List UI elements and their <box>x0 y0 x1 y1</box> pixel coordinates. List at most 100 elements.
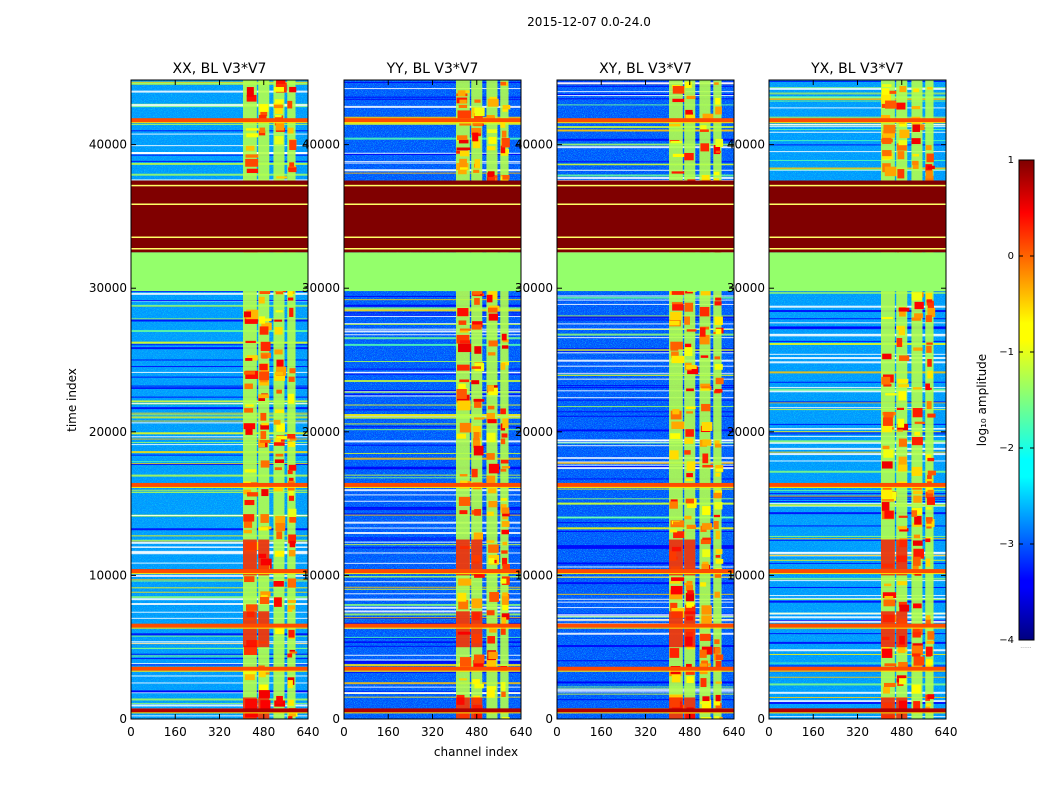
heatmap-row-stripe <box>131 550 308 553</box>
column-blob <box>685 478 694 481</box>
heatmap-row-stripe <box>769 357 946 360</box>
heatmap-row-stripe <box>131 416 308 419</box>
column-blob <box>881 498 894 502</box>
y-tick-label: 10000 <box>727 568 765 582</box>
heatmap-row-stripe <box>557 333 734 336</box>
column-blob <box>913 534 921 539</box>
column-blob <box>473 445 484 456</box>
panel-2: XY, BL V3*V7 0 160 320 480 640 0 10000 20000 3000… <box>515 61 746 739</box>
column-blob <box>881 376 891 385</box>
column-blob <box>273 485 283 492</box>
heatmap-row-stripe <box>557 562 734 565</box>
heatmap-row-stripe <box>769 620 946 623</box>
column-blob <box>500 498 508 501</box>
heatmap-row-stripe <box>769 649 946 652</box>
heatmap-row-stripe <box>769 318 946 320</box>
heatmap-row-stripe <box>344 532 521 535</box>
column-blob <box>685 406 696 409</box>
heatmap-row-stripe <box>769 140 946 142</box>
column-hot-region <box>471 697 483 719</box>
heatmap-row-stripe <box>344 98 521 100</box>
saturated-region-line <box>131 236 308 239</box>
column-blob <box>258 527 269 531</box>
column-blob <box>927 457 935 462</box>
column-blob <box>912 631 921 638</box>
heatmap-row-stripe <box>344 372 521 374</box>
column-blob <box>457 364 470 371</box>
column-blob <box>500 145 506 154</box>
x-tick-label: 160 <box>377 725 400 739</box>
y-tick-label: 20000 <box>302 425 340 439</box>
column-hot-region <box>243 611 257 648</box>
heatmap-row-stripe <box>344 299 521 301</box>
column-blob <box>502 339 509 343</box>
column-blob <box>500 578 507 584</box>
column-blob <box>925 383 930 391</box>
column-blob <box>500 626 506 635</box>
column-blob <box>686 411 693 414</box>
column-blob <box>699 334 710 345</box>
column-blob <box>246 133 259 138</box>
heatmap-row-stripe <box>769 470 946 473</box>
column-blob <box>881 84 892 88</box>
heatmap-row-stripe <box>769 126 946 128</box>
column-blob <box>473 659 484 668</box>
column-blob <box>670 341 683 350</box>
column-blob <box>671 351 679 358</box>
column-blob <box>685 584 694 592</box>
column-blob <box>686 580 693 585</box>
heatmap-row-stripe <box>344 603 521 606</box>
column-blob <box>702 506 711 515</box>
column-blob <box>672 86 686 94</box>
heatmap-row-stripe <box>344 314 521 316</box>
heatmap-row-stripe <box>769 381 946 383</box>
column-blob <box>473 532 484 540</box>
column-blob <box>287 470 293 475</box>
rfi-row <box>344 482 521 487</box>
heatmap-row-stripe <box>131 658 308 660</box>
column-blob <box>926 300 933 303</box>
heatmap-row-stripe <box>769 498 946 500</box>
heatmap-row-stripe <box>344 426 521 428</box>
column-blob <box>457 308 469 317</box>
colorbar-tick-label: −2 <box>999 443 1014 454</box>
heatmap-row-stripe <box>769 586 946 588</box>
column-blob <box>671 674 681 683</box>
column-hot-region <box>896 697 908 719</box>
column-blob <box>243 670 257 675</box>
heatmap-row-stripe <box>769 388 946 391</box>
heatmap-row-stripe <box>557 348 734 350</box>
heatmap-row-stripe <box>344 393 521 395</box>
column-blob <box>488 352 496 356</box>
column-blob <box>260 460 270 468</box>
heatmap-row-stripe <box>557 372 734 374</box>
heatmap-row-stripe <box>131 682 308 684</box>
heatmap-row-stripe <box>344 671 521 673</box>
saturated-region-line <box>557 248 734 250</box>
column-blob <box>246 604 258 611</box>
column-blob <box>925 615 931 620</box>
column-hot-region <box>669 539 683 576</box>
colorbar-tick-label: −1 <box>999 347 1014 358</box>
heatmap-row-stripe <box>131 580 308 582</box>
heatmap-row-stripe <box>344 537 521 539</box>
column-blob <box>459 99 467 104</box>
column-blob <box>669 501 678 509</box>
heatmap-row-stripe <box>557 406 734 408</box>
heatmap-row-stripe <box>769 334 946 337</box>
heatmap-row-stripe <box>131 414 308 416</box>
column-blob <box>260 318 272 322</box>
column-blob <box>289 140 297 151</box>
heatmap-row-stripe <box>557 686 734 688</box>
panel-3: YX, BL V3*V7 0 160 320 480 640 0 10000 20000 3000… <box>727 61 958 739</box>
heatmap-row-stripe <box>131 387 308 389</box>
column-blob <box>258 296 265 304</box>
column-blob <box>672 153 687 158</box>
heatmap-row-stripe <box>769 87 946 90</box>
column-blob <box>898 464 908 472</box>
heatmap-row-stripe <box>131 464 308 466</box>
column-blob <box>686 676 694 684</box>
column-blob <box>274 105 283 115</box>
heatmap-row-stripe <box>344 96 521 98</box>
column-blob <box>913 88 920 93</box>
